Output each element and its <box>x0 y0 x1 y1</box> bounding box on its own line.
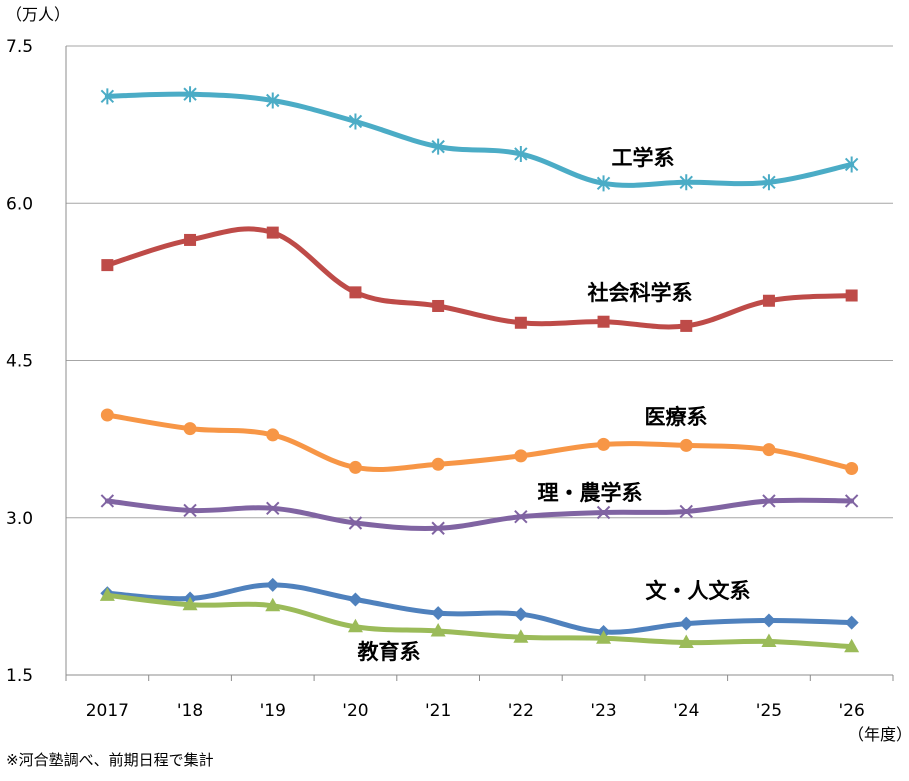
y-tick-label: 3.0 <box>6 509 33 529</box>
data-point <box>513 607 528 622</box>
data-point <box>513 629 529 643</box>
y-axis-ticks: 7.5 6.0 4.5 3.0 1.5 <box>6 37 33 686</box>
data-point <box>431 457 445 471</box>
x-unit-label: （年度） <box>848 725 909 744</box>
data-point <box>266 428 280 442</box>
series-group <box>99 86 860 653</box>
x-tick-label: 2017 <box>86 701 129 721</box>
data-point <box>347 618 363 633</box>
data-point <box>597 315 610 328</box>
data-point <box>844 615 859 630</box>
y-tick-label: 7.5 <box>6 37 33 57</box>
data-point <box>99 587 115 601</box>
gridlines <box>65 45 894 681</box>
data-point <box>348 113 363 130</box>
series-label: 社会科学系 <box>587 281 693 305</box>
data-point <box>762 494 776 508</box>
y-unit-label: （万人） <box>6 5 70 24</box>
data-point <box>349 286 362 299</box>
data-point <box>348 516 363 530</box>
data-point <box>762 443 776 457</box>
data-point <box>431 606 446 621</box>
series-label: 医療系 <box>645 405 708 429</box>
data-point <box>514 145 528 162</box>
data-point <box>762 174 776 191</box>
series-1 <box>101 226 858 332</box>
data-point <box>265 597 281 612</box>
data-point <box>184 233 197 246</box>
data-point <box>679 174 693 191</box>
y-tick-label: 1.5 <box>6 666 33 686</box>
series-label: 文・人文系 <box>646 579 751 603</box>
x-tick-label: '22 <box>508 701 534 721</box>
series-2 <box>100 408 859 475</box>
data-point <box>514 316 527 329</box>
series-line <box>104 582 855 635</box>
data-point <box>183 503 197 518</box>
series-line <box>104 497 855 531</box>
x-tick-label: '21 <box>425 701 451 721</box>
data-point <box>430 622 446 637</box>
source-note: ※河合塾調べ、前期日程で集計 <box>6 751 214 769</box>
series-label: 工学系 <box>612 146 675 170</box>
x-tick-label: '19 <box>260 701 286 721</box>
data-point <box>514 509 528 524</box>
data-point <box>845 461 859 475</box>
data-point <box>596 505 611 520</box>
data-point <box>100 88 115 105</box>
data-point <box>101 259 114 272</box>
series-label: 理・農学系 <box>538 481 643 505</box>
series-3 <box>100 494 859 535</box>
series-label: 教育系 <box>358 640 421 664</box>
data-point <box>596 175 611 192</box>
series-line <box>104 412 855 472</box>
data-point <box>678 634 694 649</box>
data-point <box>348 460 362 474</box>
data-point <box>348 592 363 607</box>
data-point <box>183 86 197 103</box>
y-tick-label: 4.5 <box>6 352 33 372</box>
data-point <box>845 289 858 302</box>
series-line <box>104 91 855 188</box>
data-point <box>679 438 693 452</box>
data-point <box>100 408 114 422</box>
data-point <box>761 613 776 628</box>
data-point <box>265 577 280 592</box>
data-point <box>100 494 115 508</box>
data-point <box>680 319 693 332</box>
data-point <box>432 299 445 312</box>
x-tick-label: '18 <box>177 701 203 721</box>
data-point <box>431 521 445 535</box>
x-tick-label: '20 <box>342 701 368 721</box>
data-point <box>844 494 859 508</box>
data-point <box>761 633 777 647</box>
data-point <box>597 437 611 451</box>
y-tick-label: 6.0 <box>6 194 33 214</box>
data-point <box>844 156 859 173</box>
data-point <box>514 449 528 463</box>
data-point <box>431 138 445 155</box>
data-point <box>266 226 279 239</box>
x-tick-label: '25 <box>756 701 782 721</box>
data-point <box>679 504 693 519</box>
data-point <box>596 630 612 644</box>
x-tick-label: '24 <box>673 701 699 721</box>
series-5 <box>99 587 860 653</box>
x-tick-label: '26 <box>838 701 864 721</box>
series-0 <box>100 86 859 192</box>
x-axis-ticks: 2017 '18 '19 '20 '21 '22 '23 '24 '25 '26 <box>86 701 865 721</box>
data-point <box>266 92 280 109</box>
data-point <box>762 294 775 307</box>
series-line <box>104 592 855 650</box>
data-point <box>183 422 197 436</box>
data-point <box>182 596 198 611</box>
series-line <box>104 226 855 330</box>
data-point <box>266 501 280 516</box>
data-point <box>679 616 694 631</box>
x-tick-label: '23 <box>590 701 616 721</box>
data-point <box>844 638 860 653</box>
